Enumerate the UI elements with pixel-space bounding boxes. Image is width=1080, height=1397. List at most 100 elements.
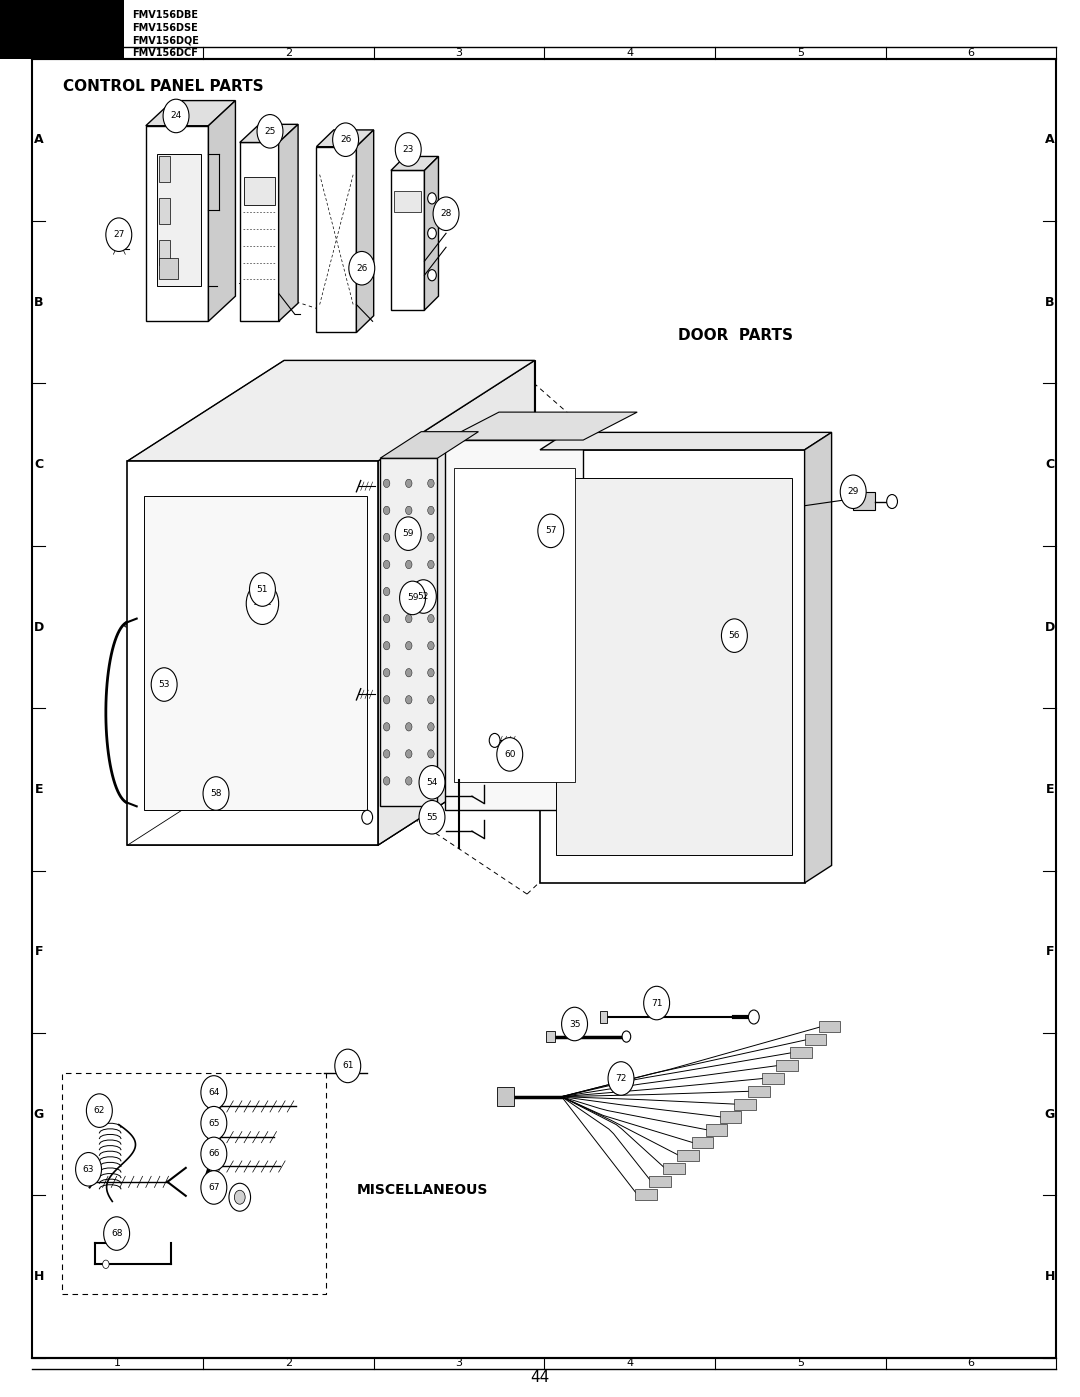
Text: 25: 25 xyxy=(265,127,275,136)
Circle shape xyxy=(428,722,434,731)
Text: 68: 68 xyxy=(111,1229,122,1238)
Circle shape xyxy=(163,99,189,133)
Circle shape xyxy=(433,197,459,231)
Text: 56: 56 xyxy=(729,631,740,640)
Polygon shape xyxy=(159,240,170,265)
Text: 58: 58 xyxy=(211,789,221,798)
Polygon shape xyxy=(497,1087,514,1106)
Circle shape xyxy=(103,1260,109,1268)
Text: 26: 26 xyxy=(340,136,351,144)
Text: 23: 23 xyxy=(403,145,414,154)
Circle shape xyxy=(405,641,411,650)
Text: G: G xyxy=(1044,1108,1055,1120)
Polygon shape xyxy=(127,360,535,461)
Polygon shape xyxy=(540,433,832,450)
Polygon shape xyxy=(208,101,235,321)
Circle shape xyxy=(405,696,411,704)
Circle shape xyxy=(383,777,390,785)
Text: 51: 51 xyxy=(257,585,268,594)
Text: 2: 2 xyxy=(285,47,292,59)
Circle shape xyxy=(608,1062,634,1095)
Polygon shape xyxy=(279,124,298,321)
Circle shape xyxy=(383,696,390,704)
Circle shape xyxy=(428,587,434,595)
Circle shape xyxy=(721,619,747,652)
Text: B: B xyxy=(1045,296,1054,309)
Circle shape xyxy=(428,506,434,514)
Circle shape xyxy=(428,615,434,623)
Polygon shape xyxy=(445,412,637,440)
Text: 65: 65 xyxy=(208,1119,219,1127)
Circle shape xyxy=(562,1007,588,1041)
Polygon shape xyxy=(734,1098,756,1109)
Polygon shape xyxy=(454,468,575,782)
Circle shape xyxy=(428,534,434,542)
Circle shape xyxy=(383,669,390,678)
Circle shape xyxy=(428,228,436,239)
Polygon shape xyxy=(556,478,792,855)
Polygon shape xyxy=(540,450,805,883)
Text: CONTROL PANEL PARTS: CONTROL PANEL PARTS xyxy=(63,80,264,94)
Text: F: F xyxy=(1045,946,1054,958)
Circle shape xyxy=(405,479,411,488)
Circle shape xyxy=(428,270,436,281)
Polygon shape xyxy=(394,191,421,212)
Text: D: D xyxy=(1044,620,1055,634)
Text: 67: 67 xyxy=(208,1183,219,1192)
Text: G: G xyxy=(33,1108,44,1120)
Circle shape xyxy=(428,750,434,759)
Text: 62: 62 xyxy=(94,1106,105,1115)
Circle shape xyxy=(622,1031,631,1042)
Circle shape xyxy=(538,514,564,548)
Text: 59: 59 xyxy=(407,594,418,602)
Polygon shape xyxy=(146,101,235,126)
Text: MISCELLANEOUS: MISCELLANEOUS xyxy=(356,1183,488,1197)
Text: 57: 57 xyxy=(545,527,556,535)
Circle shape xyxy=(395,133,421,166)
Text: 24: 24 xyxy=(171,112,181,120)
Circle shape xyxy=(104,1217,130,1250)
Text: C: C xyxy=(1045,458,1054,471)
Text: 28: 28 xyxy=(441,210,451,218)
Polygon shape xyxy=(159,258,178,279)
Text: 1: 1 xyxy=(114,47,121,59)
Text: 26: 26 xyxy=(356,264,367,272)
Circle shape xyxy=(234,1190,245,1204)
Circle shape xyxy=(405,750,411,759)
Circle shape xyxy=(405,669,411,678)
Circle shape xyxy=(86,1094,112,1127)
Polygon shape xyxy=(705,1125,727,1136)
Circle shape xyxy=(383,534,390,542)
Circle shape xyxy=(383,641,390,650)
Circle shape xyxy=(887,495,897,509)
Circle shape xyxy=(419,766,445,799)
Circle shape xyxy=(428,479,434,488)
Polygon shape xyxy=(424,156,438,310)
Circle shape xyxy=(229,1183,251,1211)
Circle shape xyxy=(748,1010,759,1024)
Polygon shape xyxy=(356,130,374,332)
Text: 1: 1 xyxy=(114,1358,121,1369)
Polygon shape xyxy=(649,1176,671,1187)
Circle shape xyxy=(201,1137,227,1171)
Circle shape xyxy=(428,777,434,785)
Text: C: C xyxy=(35,458,43,471)
Circle shape xyxy=(257,115,283,148)
Polygon shape xyxy=(244,177,275,205)
Polygon shape xyxy=(391,156,438,170)
Circle shape xyxy=(419,800,445,834)
Text: 55: 55 xyxy=(427,813,437,821)
Circle shape xyxy=(362,810,373,824)
Polygon shape xyxy=(378,360,535,845)
Circle shape xyxy=(333,123,359,156)
Polygon shape xyxy=(316,147,356,332)
Polygon shape xyxy=(762,1073,784,1084)
Text: A: A xyxy=(1045,133,1054,147)
Text: 71: 71 xyxy=(651,999,662,1007)
Circle shape xyxy=(383,506,390,514)
Circle shape xyxy=(405,722,411,731)
Polygon shape xyxy=(805,1034,826,1045)
Polygon shape xyxy=(380,432,478,458)
Text: FMV156DBE
FMV156DSE
FMV156DQE
FMV156DCF: FMV156DBE FMV156DSE FMV156DQE FMV156DCF xyxy=(132,10,199,59)
Text: 5: 5 xyxy=(797,47,804,59)
